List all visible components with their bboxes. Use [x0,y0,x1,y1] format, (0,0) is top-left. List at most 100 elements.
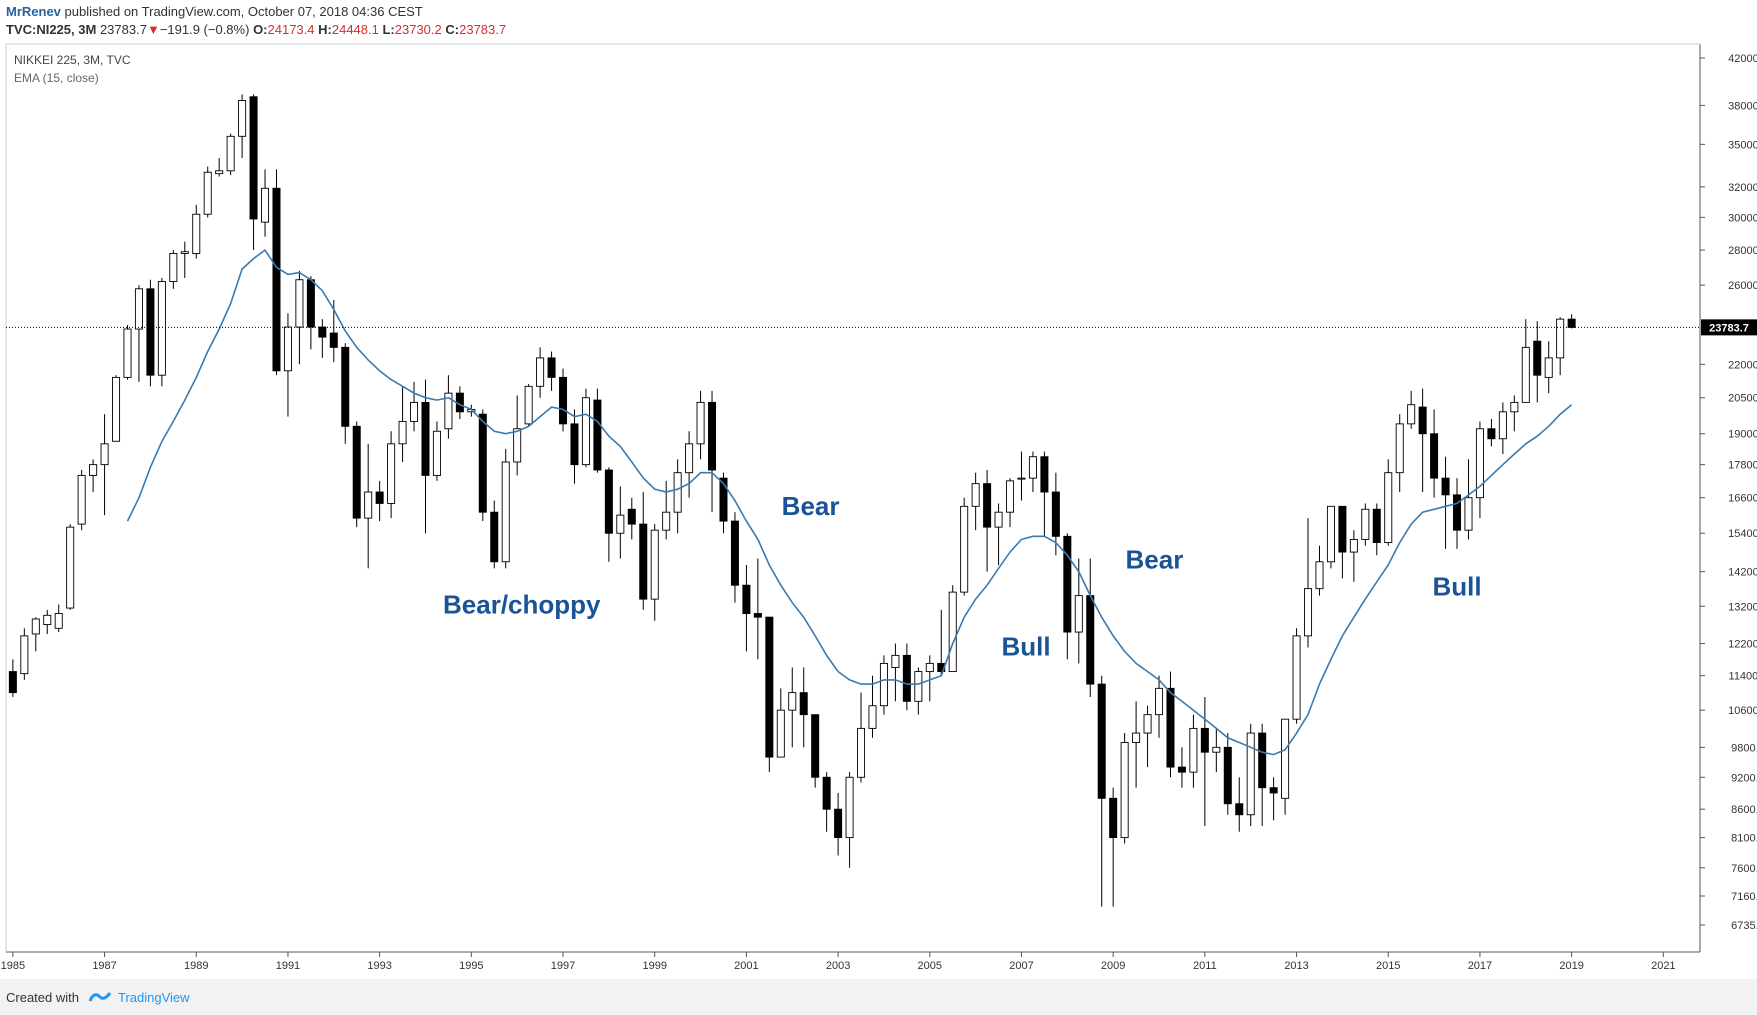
y-tick-label: 30000.0 [1728,212,1757,224]
y-tick-label: 16600.0 [1728,493,1757,505]
candle-up [1281,718,1290,799]
candle-up [971,483,980,507]
ema-line [126,248,1573,756]
y-tick-label: 17800.0 [1728,460,1757,472]
candle-up [1292,635,1301,720]
y-tick-label: 32000.0 [1728,182,1757,194]
candle-down [1441,477,1450,496]
candle-up [169,253,178,282]
candle-down [8,671,17,694]
y-tick-label: 8100.0 [1731,833,1757,845]
candle-up [1074,595,1083,633]
candle-up [54,613,63,629]
x-tick-label: 2017 [1468,960,1492,972]
candle-up [994,511,1003,528]
candle-up [1143,714,1152,734]
y-tick-label: 42000.0 [1728,53,1757,65]
footer-bar: Created with TradingView [0,979,1757,1015]
candle-up [77,474,86,525]
candle-up [1315,561,1324,590]
candle-up [845,776,854,839]
candle-up [925,662,934,673]
candle-down [627,508,636,525]
candle-up [914,671,923,702]
candle-down [1567,318,1576,328]
annotation-label: Bear [782,491,840,521]
candle-up [513,428,522,463]
y-tick-label: 6735.0 [1731,920,1757,932]
low-label: L: [382,22,395,37]
candle-up [387,443,396,504]
candle-down [983,483,992,528]
candle-up [616,514,625,534]
last-price-label: 23783.7 [1709,322,1749,334]
candle-down [902,654,911,702]
author-link[interactable]: MrRenev [6,4,61,19]
down-triangle-icon: ▼ [146,22,160,37]
created-with-text: Created with [6,990,79,1005]
candle-up [20,635,29,675]
y-tick-label: 10600.0 [1728,705,1757,717]
legend-ema: EMA (15, close) [14,71,99,85]
candle-up [1498,411,1507,440]
candle-up [1407,404,1416,425]
candle-down [352,425,361,519]
y-tick-label: 14200.0 [1728,567,1757,579]
candle-down [822,776,831,810]
candle-down [593,399,602,471]
candle-up [948,591,957,673]
candle-up [1464,497,1473,531]
price-chart[interactable]: Bear/choppy Bear Bull Bear Bull 42000.0 38000… [0,0,1757,979]
candle-up [180,251,189,254]
candle-up [1132,732,1141,743]
x-tick-label: 2005 [918,960,942,972]
candle-down [639,523,648,600]
x-tick-label: 2019 [1559,960,1583,972]
y-tick-label: 7160.0 [1731,891,1757,903]
candle-up [295,279,304,328]
candle-down [1097,683,1106,799]
y-tick-label: 28000.0 [1728,245,1757,257]
x-tick-label: 1999 [642,960,666,972]
x-tick-label: 1991 [276,960,300,972]
legend-series: NIKKEI 225, 3M, TVC [14,53,131,67]
candle-down [318,326,327,338]
annotation-label: Bear/choppy [443,589,601,619]
candle-up [31,618,40,635]
x-tick-label: 2001 [734,960,758,972]
x-tick-label: 2003 [826,960,850,972]
x-tick-label: 1985 [1,960,25,972]
candle-up [238,99,247,137]
y-tick-label: 26000.0 [1728,280,1757,292]
candle-down [1338,505,1347,553]
x-tick-label: 2011 [1193,960,1217,972]
x-tick-label: 2009 [1101,960,1125,972]
candle-up [89,464,98,476]
candle-down [306,279,315,328]
symbol-label: TVC:NI225, 3M [6,22,97,37]
candle-up [1544,357,1553,378]
y-tick-label: 9800.0 [1731,742,1757,754]
candle-up [1246,732,1255,816]
annotation-label: Bear [1126,544,1184,574]
candle-up [788,692,797,711]
high-value: 24448.1 [331,22,379,37]
low-value: 23730.2 [394,22,442,37]
candle-down [708,401,717,471]
publish-info: MrRenev published on TradingView.com, Oc… [6,4,423,19]
y-tick-label: 20500.0 [1728,393,1757,405]
candle-up [1521,346,1530,403]
candle-down [1372,508,1381,544]
candle-up [650,529,659,600]
tradingview-brand-link[interactable]: TradingView [118,990,190,1005]
candle-up [857,727,866,778]
candle-down [1109,797,1118,839]
candle-up [1349,538,1358,553]
candle-down [559,376,568,425]
candle-down [1086,595,1095,685]
candle-down [1223,746,1232,805]
candle-down [478,413,487,513]
candle-up [879,662,888,707]
candle-up [66,526,75,609]
candle-down [753,613,762,618]
